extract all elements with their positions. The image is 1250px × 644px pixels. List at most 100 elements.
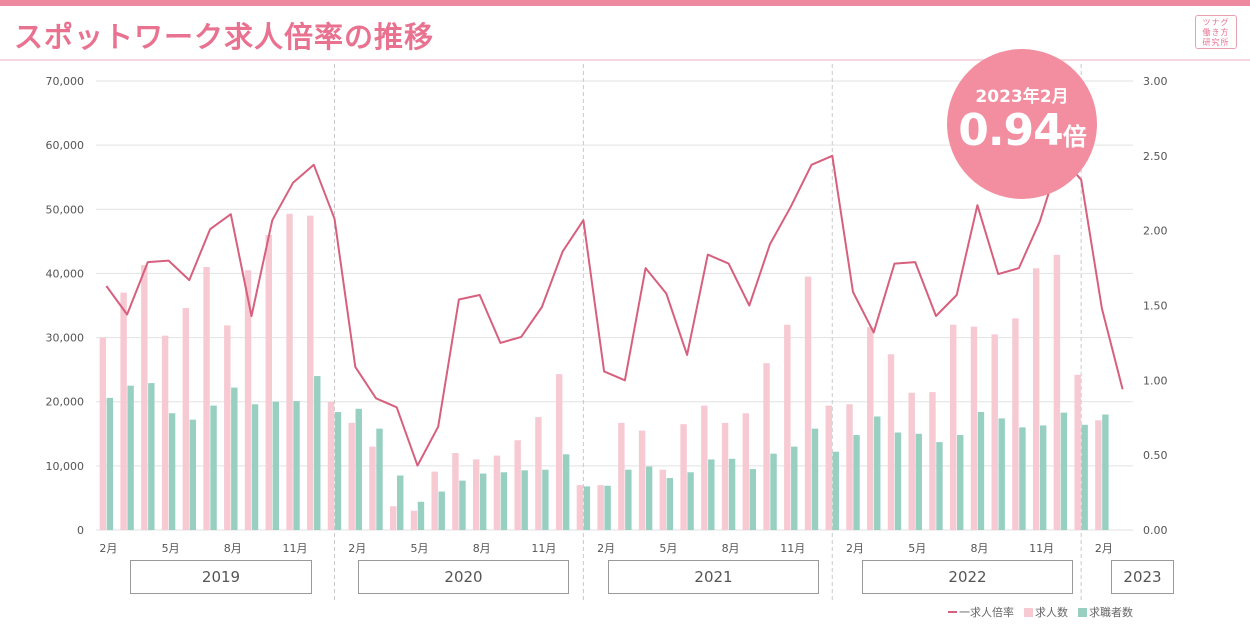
bar-jobs (867, 327, 874, 530)
x-tick-label: 2月 (348, 542, 366, 555)
bar-seekers (189, 419, 197, 530)
y-left-tick-label: 10,000 (46, 460, 85, 473)
bar-jobs (369, 446, 376, 530)
bar-seekers (977, 411, 985, 530)
bar-jobs (348, 422, 355, 530)
bar-jobs (1012, 318, 1019, 530)
bar-jobs (493, 455, 501, 530)
bar-jobs (452, 453, 459, 530)
bar-seekers (397, 475, 404, 530)
year-label-2022: 2022 (862, 560, 1073, 594)
x-tick-label: 11月 (1029, 542, 1054, 555)
y-left-tick-label: 60,000 (46, 139, 85, 152)
bar-seekers (272, 401, 279, 530)
badge-value: 0.94 (958, 104, 1064, 156)
x-tick-label: 11月 (283, 542, 308, 555)
bar-jobs (970, 326, 978, 530)
x-tick-label: 2月 (597, 542, 615, 555)
year-label-2021: 2021 (608, 560, 819, 594)
bar-jobs (514, 440, 521, 530)
x-tick-label: 8月 (224, 542, 242, 555)
bar-seekers (210, 405, 217, 530)
bar-seekers (168, 413, 176, 530)
bar-seekers (562, 454, 570, 530)
bar-jobs (887, 354, 895, 530)
bar-seekers (604, 485, 611, 530)
bar-jobs (472, 459, 480, 530)
year-label-2020: 2020 (358, 560, 569, 594)
x-tick-label: 2月 (846, 542, 864, 555)
bar-seekers (376, 428, 383, 530)
y-right-tick-label: 3.00 (1143, 75, 1168, 88)
bar-seekers (417, 501, 425, 530)
bar-seekers (1081, 424, 1088, 530)
legend-jobs: 求人数 (1024, 604, 1068, 620)
legend-jobs-swatch (1024, 607, 1033, 617)
bar-jobs (950, 324, 957, 530)
bar-jobs (804, 276, 812, 530)
x-tick-label: 5月 (659, 542, 677, 555)
y-left-tick-label: 20,000 (46, 396, 85, 409)
bar-jobs (618, 422, 625, 530)
bar-seekers (853, 435, 860, 530)
bar-seekers (687, 472, 694, 530)
bar-seekers (749, 469, 757, 530)
bar-jobs (203, 267, 210, 530)
bar-seekers (438, 491, 445, 530)
bar-seekers (770, 453, 777, 530)
bar-jobs (535, 417, 542, 530)
title-underline (0, 59, 1250, 61)
bar-seekers (521, 470, 528, 530)
bar-seekers (459, 480, 466, 530)
x-tick-label: 5月 (908, 542, 926, 555)
x-tick-label: 2月 (1095, 542, 1113, 555)
bar-jobs (390, 506, 397, 530)
bar-seekers (936, 442, 943, 530)
bar-seekers (1019, 427, 1026, 530)
bar-seekers (832, 451, 839, 530)
bar-seekers (293, 401, 300, 530)
bar-jobs (1074, 374, 1081, 530)
legend-ratio: 一求人倍率 (948, 604, 1014, 620)
bar-jobs (929, 392, 936, 530)
bar-seekers (355, 408, 362, 530)
x-tick-label: 2月 (99, 542, 117, 555)
bar-jobs (120, 292, 127, 530)
bar-seekers (1102, 414, 1109, 530)
bar-seekers (645, 466, 653, 530)
bar-jobs (265, 234, 272, 530)
page-title: スポットワーク求人倍率の推移 (14, 20, 435, 54)
bar-seekers (894, 432, 902, 530)
y-left-tick-label: 70,000 (46, 75, 85, 88)
bar-jobs (908, 392, 915, 530)
bar-seekers (500, 472, 508, 530)
bar-jobs (286, 213, 293, 531)
latest-ratio-badge: 2023年2月 0.94倍 (947, 49, 1097, 199)
bar-seekers (957, 435, 964, 530)
legend-jobs-label: 求人数 (1035, 606, 1068, 619)
y-left-tick-label: 30,000 (46, 332, 85, 345)
bar-seekers (583, 486, 591, 530)
year-label-2019: 2019 (130, 560, 312, 594)
x-tick-label: 8月 (473, 542, 491, 555)
bar-seekers (127, 385, 134, 530)
bar-seekers (148, 383, 155, 530)
bar-seekers (1039, 425, 1047, 530)
bar-jobs (1053, 254, 1061, 530)
bar-jobs (825, 405, 832, 530)
legend-ratio-swatch (948, 611, 957, 613)
bar-jobs (182, 308, 190, 530)
bar-jobs (244, 270, 252, 530)
bar-seekers (915, 433, 922, 530)
legend-seekers-label: 求職者数 (1089, 606, 1133, 619)
bar-jobs (991, 334, 998, 530)
bar-seekers (874, 416, 881, 530)
bar-jobs (597, 485, 604, 530)
bar-jobs (763, 363, 770, 530)
bar-seekers (1060, 412, 1068, 530)
x-tick-label: 11月 (780, 542, 805, 555)
x-tick-label: 5月 (162, 542, 180, 555)
legend-ratio-label: 一求人倍率 (959, 606, 1014, 619)
bar-seekers (334, 411, 342, 530)
brand-logo: ツナグ 働き方 研究所 (1195, 15, 1237, 49)
